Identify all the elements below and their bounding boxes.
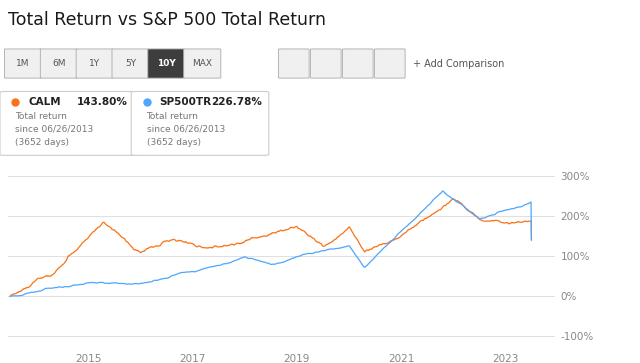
FancyBboxPatch shape	[278, 49, 309, 78]
Text: CALM: CALM	[28, 97, 61, 107]
FancyBboxPatch shape	[342, 49, 373, 78]
Text: (3652 days): (3652 days)	[15, 138, 69, 147]
Text: SP500TR: SP500TR	[159, 97, 211, 107]
Text: MAX: MAX	[192, 59, 212, 68]
Text: 143.80%: 143.80%	[77, 97, 127, 107]
Text: 10Y: 10Y	[157, 59, 176, 68]
Text: 1Y: 1Y	[89, 59, 100, 68]
Text: 6M: 6M	[52, 59, 66, 68]
Text: 5Y: 5Y	[125, 59, 136, 68]
FancyBboxPatch shape	[374, 49, 405, 78]
FancyBboxPatch shape	[4, 49, 42, 78]
Text: since 06/26/2013: since 06/26/2013	[15, 125, 93, 134]
Text: Total return: Total return	[15, 112, 67, 121]
FancyBboxPatch shape	[76, 49, 113, 78]
FancyBboxPatch shape	[0, 91, 138, 155]
FancyBboxPatch shape	[40, 49, 77, 78]
Text: since 06/26/2013: since 06/26/2013	[147, 125, 225, 134]
FancyBboxPatch shape	[131, 91, 269, 155]
FancyBboxPatch shape	[184, 49, 221, 78]
Text: 1M: 1M	[16, 59, 30, 68]
Text: Total return: Total return	[147, 112, 198, 121]
Text: + Add Comparison: + Add Comparison	[413, 58, 504, 69]
FancyBboxPatch shape	[112, 49, 149, 78]
Text: (3652 days): (3652 days)	[147, 138, 200, 147]
FancyBboxPatch shape	[148, 49, 185, 78]
Text: Total Return vs S&P 500 Total Return: Total Return vs S&P 500 Total Return	[8, 11, 326, 29]
Text: 226.78%: 226.78%	[211, 97, 262, 107]
FancyBboxPatch shape	[310, 49, 341, 78]
